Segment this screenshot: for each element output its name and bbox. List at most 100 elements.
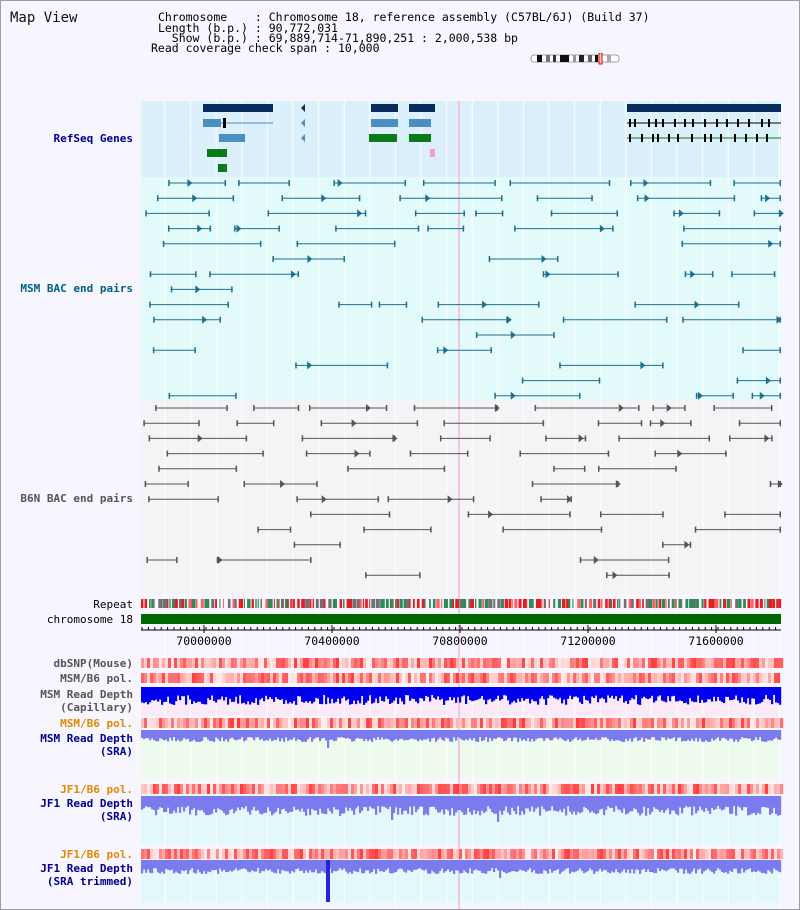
track-label-jf1-depth-trimmed[interactable]: JF1 Read Depth [40,862,133,875]
msm-bac-pair [773,271,776,278]
msm-pol-heat-cell [144,673,148,683]
repeat-mark [577,599,581,608]
msm-pol-sra-heat-cell [699,718,703,728]
repeat-mark [273,599,275,608]
msm-pol-sra-heat-cell [417,718,421,728]
jf1-trimmed-depth-bar [179,860,182,874]
msm-pol-sra-heat-cell [156,718,160,728]
chromosome-ideogram[interactable] [529,53,623,65]
capillary-depth-bar [691,687,694,702]
msm-pol-sra-heat-cell [639,718,643,728]
jf1-sra-depth-bar [423,796,426,816]
repeat-mark [636,599,640,608]
jf1-trimmed-depth-bar [541,860,544,874]
jf1-pol2-heat-cell [780,849,784,859]
msm-pol-sra-heat-cell [585,718,589,728]
msm-pol-sra-heat-cell [459,718,463,728]
track-label-msm-depth-capillary[interactable]: MSM Read Depth [40,688,133,701]
jf1-sra-depth-bar [707,796,710,811]
jf1-sra-depth-bar [399,796,402,808]
msm-sra-depth-bar [727,730,730,741]
jf1-trimmed-depth-bar [739,860,742,874]
jf1-sra-depth-bar [439,796,442,813]
repeat-mark [211,599,215,608]
b6n-bac-pair [540,496,542,503]
capillary-depth-bar [495,687,498,700]
msm-pol-sra-heat-cell [165,718,169,728]
capillary-depth-bar [669,687,672,702]
msm-sra-depth-bar [167,730,170,742]
jf1-sra-depth-bar [149,796,152,808]
dbsnp-heat-cell [573,658,577,668]
dbsnp-heat-cell [270,658,274,668]
track-label-jf1-depth-sra[interactable]: JF1 Read Depth [40,797,133,810]
b6n-bac-pair [416,420,419,427]
track-label-msm-depth-sra[interactable]: MSM Read Depth [40,732,133,745]
jf1-trimmed-depth-bar [751,860,754,873]
jf1-trimmed-depth-bar [491,860,494,869]
jf1-sra-depth-bar [371,796,374,809]
msm-sra-depth-bar [729,730,732,739]
msm-pol-heat-cell [558,673,562,683]
jf1-trimmed-depth-bar [259,860,262,874]
msm-sra-depth-bar [455,730,458,741]
jf1-sra-depth-bar [725,796,728,807]
msm-sra-depth-bar [153,730,156,740]
msm-sra-depth-bar [171,730,174,741]
track-label-msm-bac[interactable]: MSM BAC end pairs [20,282,133,295]
msm-sra-depth-bar [637,730,640,741]
track-label-msm-b6-pol-sra[interactable]: MSM/B6 pol. [60,717,133,730]
jf1-trimmed-depth-bar [487,860,490,872]
jf1-sra-depth-bar [401,796,404,815]
capillary-depth-bar [529,687,532,704]
msm-pol-heat-cell [462,673,466,683]
gene-exon [668,134,670,142]
msm-bac-pair [737,301,740,308]
track-label-b6n-bac[interactable]: B6N BAC end pairs [20,492,133,505]
jf1-trimmed-depth-bar [715,860,718,871]
msm-sra-depth-bar [411,730,414,739]
jf1-sra-depth-bar [373,796,376,809]
dbsnp-heat-cell [384,658,388,668]
track-label-dbsnp[interactable]: dbSNP(Mouse) [53,657,133,670]
jf1-trimmed-depth-bar [493,860,496,873]
track-label-msm-b6-pol[interactable]: MSM/B6 pol. [60,672,133,685]
msm-sra-depth-bar [715,730,718,739]
msm-sra-depth-bar [603,730,606,738]
b6n-bac-pair [472,496,475,503]
jf1-pol2-heat-cell [321,849,325,859]
msm-sra-depth-bar [387,730,390,740]
repeat-mark [151,599,154,608]
msm-bac-pair [197,224,203,233]
msm-sra-depth-bar [651,730,654,738]
capillary-depth-bar [579,687,582,703]
capillary-depth-bar [205,687,208,705]
jf1-pol2-heat-cell [300,849,304,859]
msm-pol-sra-heat-cell [435,718,439,728]
b6n-bac-pair [146,557,148,563]
capillary-depth-bar [253,687,256,704]
b6n-bac-pair [144,481,147,487]
msm-bac-pair [232,195,235,202]
track-label-jf1-b6-pol[interactable]: JF1/B6 pol. [60,783,133,796]
jf1-trimmed-depth-bar [403,860,406,872]
capillary-depth-bar [191,687,194,705]
msm-pol-sra-heat-cell [414,718,418,728]
msm-bac-pair [333,180,335,186]
jf1-pol-heat-cell [624,784,628,794]
msm-sra-depth-bar [625,730,628,739]
gene-exon [662,119,664,127]
jf1-pol2-heat-cell [168,849,172,859]
dbsnp-heat-cell [729,658,733,668]
jf1-pol-heat-cell [759,784,763,794]
dbsnp-heat-cell [429,658,433,668]
jf1-trimmed-depth-bar [509,860,512,873]
jf1-pol2-heat-cell [672,849,676,859]
msm-pol-sra-heat-cell [177,718,181,728]
jf1-pol2-heat-cell [771,849,775,859]
track-label-jf1-b6-pol-2[interactable]: JF1/B6 pol. [60,848,133,861]
track-label-refseq-genes[interactable]: RefSeq Genes [53,132,133,145]
jf1-pol-heat-cell [765,784,769,794]
msm-bac-pair [209,225,212,232]
